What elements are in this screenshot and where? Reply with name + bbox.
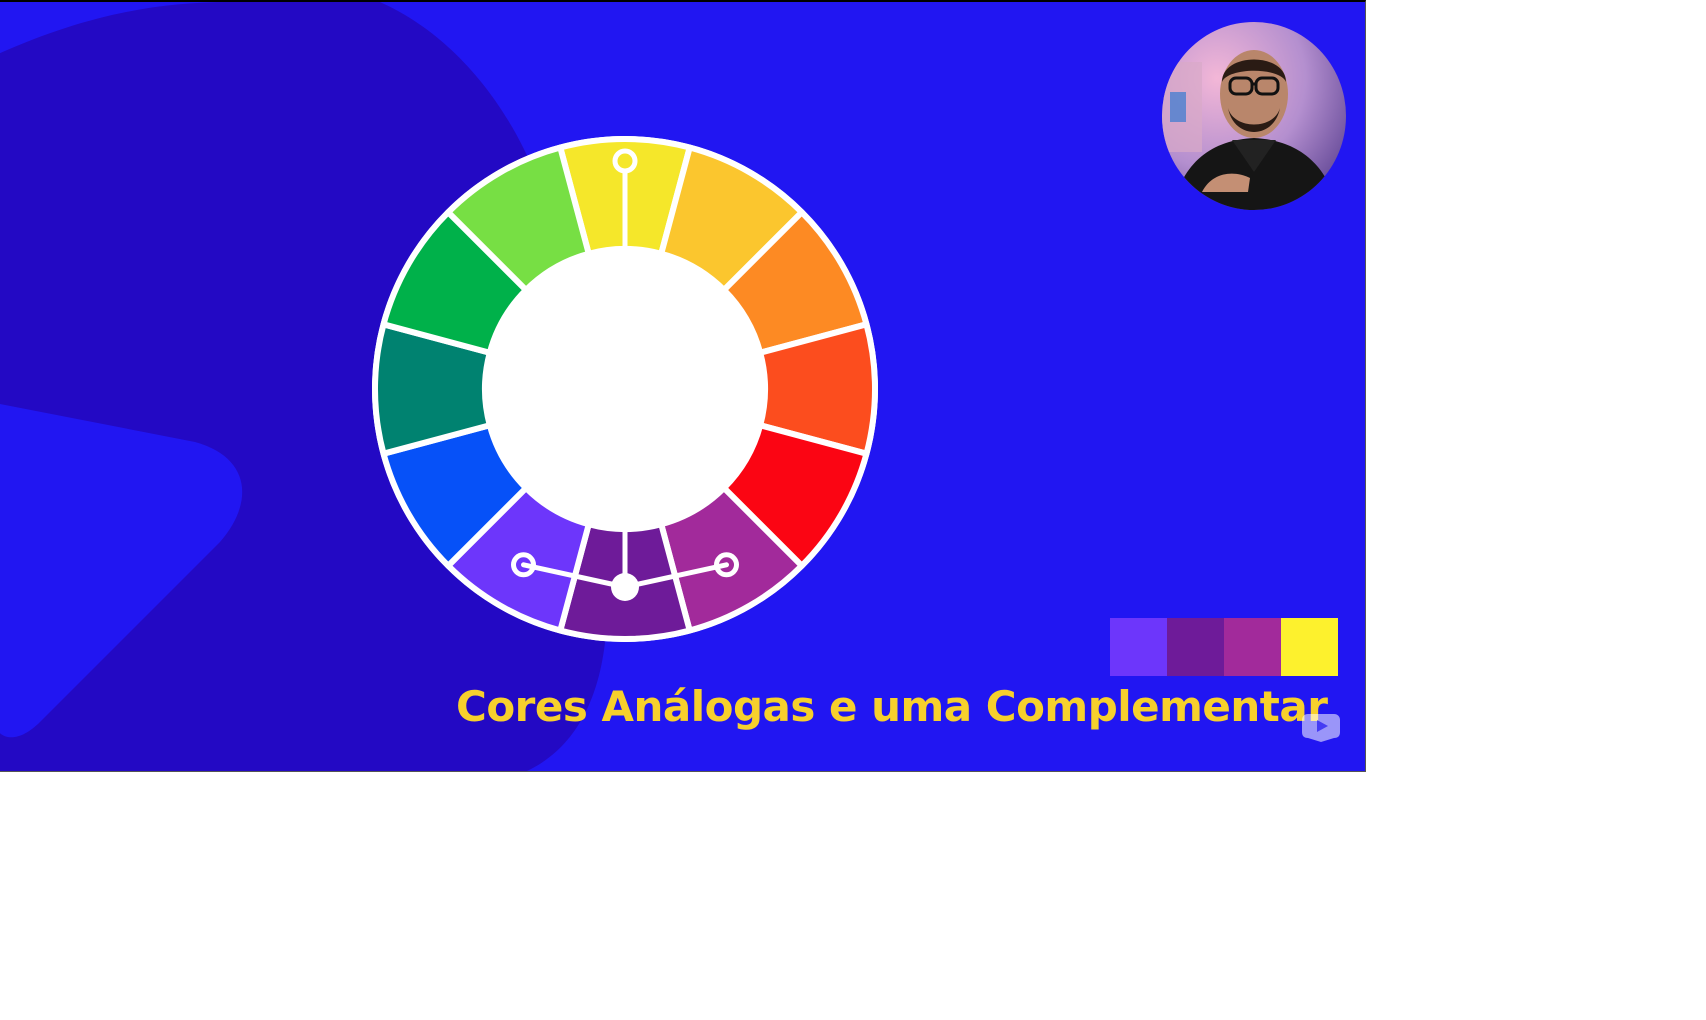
swatch-yellow [1281,618,1338,676]
marker-blue-violet [511,552,536,578]
swatch-red-violet [1224,618,1281,676]
marker-red-violet [714,552,739,578]
analog-connector-right [622,562,729,590]
wheel-segment-yellow-green [445,144,592,294]
video-caption: Cores Análogas e uma Complementar [456,682,1328,731]
color-wheel [372,136,878,642]
background-blob-overlay [0,2,230,54]
play-watermark-icon[interactable] [1300,710,1342,744]
marker-yellow [612,148,638,174]
background-arrow-shape [0,403,243,738]
swatch-violet [1167,618,1224,676]
analog-connector-left [521,562,628,590]
background-shapes [0,2,608,771]
marker-violet [611,573,639,601]
presenter-avatar [1162,22,1346,210]
video-frame[interactable]: Cores Análogas e uma Complementar [0,0,1366,772]
palette-swatches [1110,618,1338,676]
presenter-webcam [1162,22,1346,210]
swatch-blue-violet [1110,618,1167,676]
